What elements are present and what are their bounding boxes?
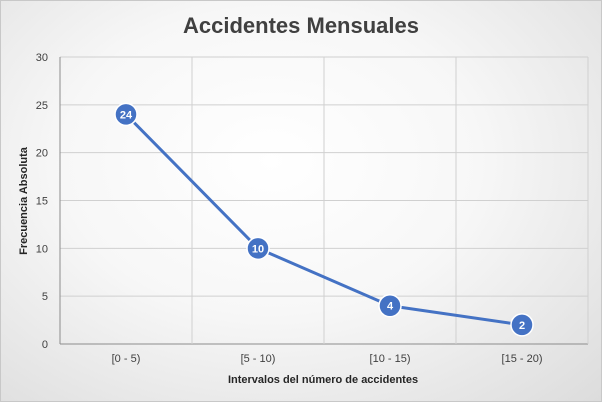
series-group: 24 10 4 2 xyxy=(114,102,534,337)
series-line xyxy=(124,113,523,327)
data-point xyxy=(510,313,534,337)
x-tick-label: [15 - 20) xyxy=(502,353,543,365)
x-tick-label: [10 - 15) xyxy=(370,353,411,365)
y-tick-label: 20 xyxy=(36,148,48,160)
x-axis-ticks: [0 - 5) [5 - 10) [10 - 15) [15 - 20) xyxy=(112,353,543,365)
y-tick-label: 10 xyxy=(36,243,48,255)
y-tick-label: 0 xyxy=(42,339,48,351)
data-label: 2 xyxy=(519,320,525,332)
data-label: 10 xyxy=(252,243,264,255)
data-point xyxy=(378,293,402,318)
y-tick-label: 30 xyxy=(36,52,48,64)
grid-lines xyxy=(59,56,589,345)
y-tick-label: 15 xyxy=(36,196,48,208)
data-label: 24 xyxy=(120,109,133,121)
y-tick-label: 5 xyxy=(42,291,48,303)
data-point xyxy=(246,236,270,261)
x-tick-label: [0 - 5) xyxy=(112,353,141,365)
y-tick-label: 25 xyxy=(36,100,48,112)
data-label: 4 xyxy=(387,301,394,313)
chart-title: Accidentes Mensuales xyxy=(183,13,419,38)
x-axis-title: Intervalos del número de accidentes xyxy=(228,374,418,386)
y-axis-ticks: 0 5 10 15 20 25 30 xyxy=(36,52,48,351)
y-axis-title: Frecuencia Absoluta xyxy=(18,146,30,255)
data-point xyxy=(114,102,138,127)
x-tick-label: [5 - 10) xyxy=(241,353,276,365)
